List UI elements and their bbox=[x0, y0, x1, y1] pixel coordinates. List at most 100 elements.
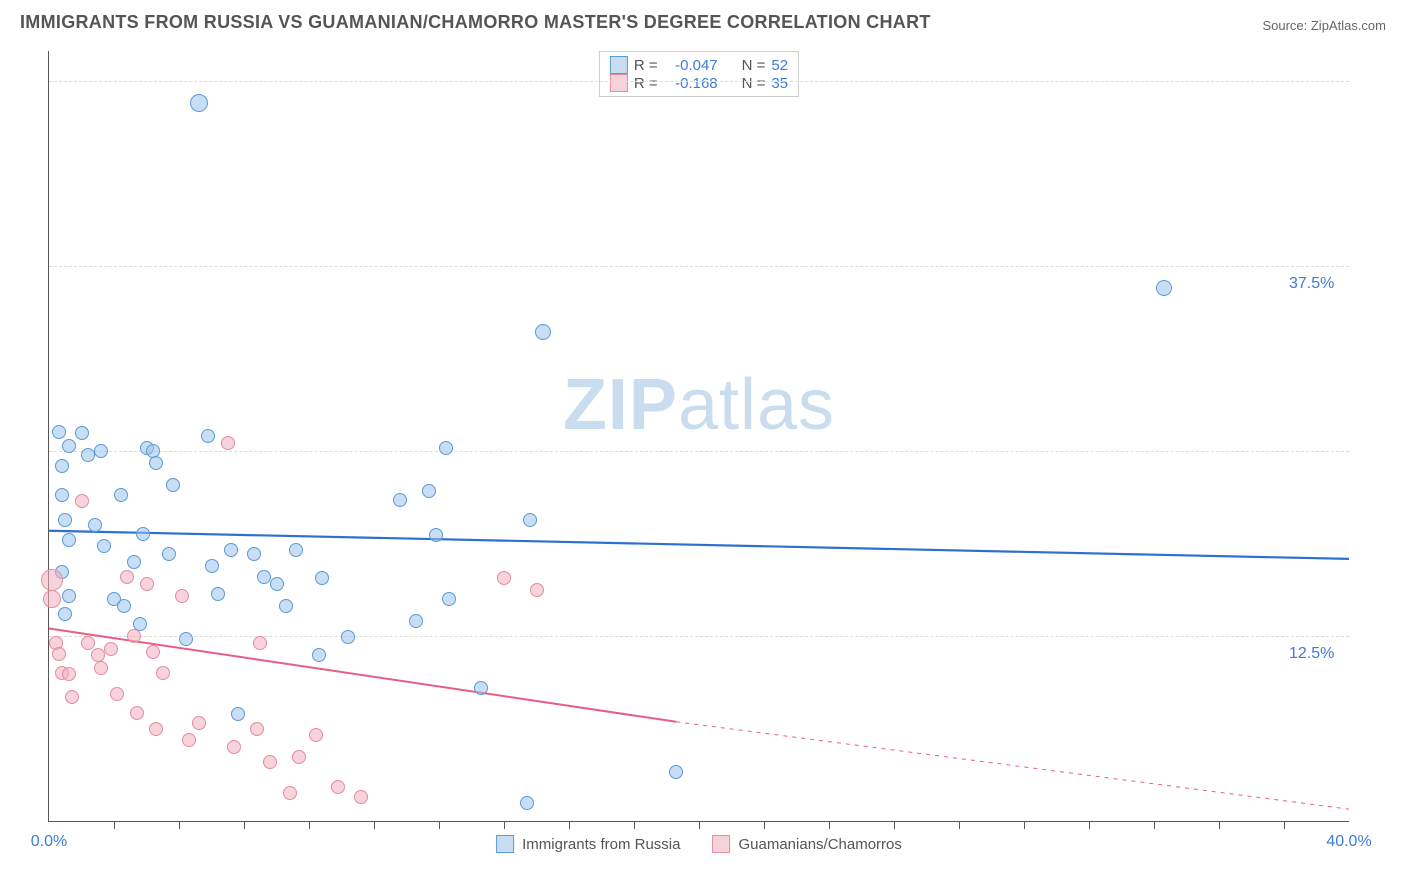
trend-lines bbox=[49, 51, 1349, 821]
source-prefix: Source: bbox=[1262, 18, 1310, 33]
data-point bbox=[149, 456, 163, 470]
data-point bbox=[97, 539, 111, 553]
x-minor-tick bbox=[114, 821, 115, 829]
data-point bbox=[58, 513, 72, 527]
data-point bbox=[393, 493, 407, 507]
n-label: N = bbox=[742, 75, 766, 92]
x-minor-tick bbox=[894, 821, 895, 829]
data-point bbox=[175, 589, 189, 603]
data-point bbox=[283, 786, 297, 800]
data-point bbox=[289, 543, 303, 557]
x-minor-tick bbox=[699, 821, 700, 829]
stats-row: R = -0.168 N = 35 bbox=[610, 74, 788, 92]
data-point bbox=[62, 439, 76, 453]
watermark: ZIPatlas bbox=[563, 364, 835, 446]
x-minor-tick bbox=[439, 821, 440, 829]
data-point bbox=[75, 426, 89, 440]
data-point bbox=[409, 614, 423, 628]
data-point bbox=[1156, 280, 1172, 296]
source-link[interactable]: ZipAtlas.com bbox=[1311, 18, 1386, 33]
data-point bbox=[279, 599, 293, 613]
stats-legend-box: R = -0.047 N = 52 R = -0.168 N = 35 bbox=[599, 51, 799, 97]
data-point bbox=[263, 755, 277, 769]
x-minor-tick bbox=[1024, 821, 1025, 829]
data-point bbox=[114, 488, 128, 502]
data-point bbox=[41, 569, 63, 591]
data-point bbox=[192, 716, 206, 730]
data-point bbox=[315, 571, 329, 585]
legend-item: Immigrants from Russia bbox=[496, 835, 680, 853]
x-minor-tick bbox=[1154, 821, 1155, 829]
n-value: 35 bbox=[771, 75, 788, 92]
r-label: R = bbox=[634, 57, 658, 74]
trend-line-solid bbox=[49, 531, 1349, 559]
data-point bbox=[331, 780, 345, 794]
data-point bbox=[162, 547, 176, 561]
data-point bbox=[130, 706, 144, 720]
data-point bbox=[535, 324, 551, 340]
data-point bbox=[55, 459, 69, 473]
data-point bbox=[201, 429, 215, 443]
x-minor-tick bbox=[829, 821, 830, 829]
chart-header: IMMIGRANTS FROM RUSSIA VS GUAMANIAN/CHAM… bbox=[0, 0, 1406, 41]
data-point bbox=[474, 681, 488, 695]
data-point bbox=[104, 642, 118, 656]
data-point bbox=[94, 661, 108, 675]
legend-swatch bbox=[496, 835, 514, 853]
data-point bbox=[58, 607, 72, 621]
data-point bbox=[62, 667, 76, 681]
x-minor-tick bbox=[309, 821, 310, 829]
legend-label: Immigrants from Russia bbox=[522, 836, 680, 853]
chart-source: Source: ZipAtlas.com bbox=[1262, 18, 1386, 33]
data-point bbox=[146, 645, 160, 659]
data-point bbox=[354, 790, 368, 804]
watermark-atlas: atlas bbox=[678, 365, 835, 445]
r-value: -0.047 bbox=[664, 57, 718, 74]
chart-title: IMMIGRANTS FROM RUSSIA VS GUAMANIAN/CHAM… bbox=[20, 12, 931, 33]
data-point bbox=[497, 571, 511, 585]
x-minor-tick bbox=[244, 821, 245, 829]
x-minor-tick bbox=[634, 821, 635, 829]
data-point bbox=[156, 666, 170, 680]
x-minor-tick bbox=[504, 821, 505, 829]
x-minor-tick bbox=[959, 821, 960, 829]
n-label: N = bbox=[742, 57, 766, 74]
data-point bbox=[270, 577, 284, 591]
x-minor-tick bbox=[569, 821, 570, 829]
data-point bbox=[55, 488, 69, 502]
trend-line-dashed bbox=[676, 722, 1349, 809]
data-point bbox=[88, 518, 102, 532]
data-point bbox=[669, 765, 683, 779]
data-point bbox=[224, 543, 238, 557]
data-point bbox=[140, 577, 154, 591]
data-point bbox=[110, 687, 124, 701]
data-point bbox=[179, 632, 193, 646]
data-point bbox=[247, 547, 261, 561]
legend-swatch bbox=[712, 835, 730, 853]
data-point bbox=[520, 796, 534, 810]
data-point bbox=[221, 436, 235, 450]
data-point bbox=[136, 527, 150, 541]
data-point bbox=[439, 441, 453, 455]
data-point bbox=[523, 513, 537, 527]
y-tick-label: 37.5% bbox=[1289, 275, 1334, 293]
r-value: -0.168 bbox=[664, 75, 718, 92]
legend-item: Guamanians/Chamorros bbox=[712, 835, 901, 853]
data-point bbox=[127, 629, 141, 643]
data-point bbox=[120, 570, 134, 584]
n-value: 52 bbox=[771, 57, 788, 74]
data-point bbox=[149, 722, 163, 736]
data-point bbox=[422, 484, 436, 498]
gridline bbox=[49, 451, 1349, 452]
data-point bbox=[62, 589, 76, 603]
r-label: R = bbox=[634, 75, 658, 92]
data-point bbox=[250, 722, 264, 736]
x-tick-label: 40.0% bbox=[1326, 833, 1371, 851]
x-minor-tick bbox=[374, 821, 375, 829]
data-point bbox=[81, 636, 95, 650]
data-point bbox=[166, 478, 180, 492]
data-point bbox=[81, 448, 95, 462]
data-point bbox=[75, 494, 89, 508]
y-tick-label: 12.5% bbox=[1289, 645, 1334, 663]
gridline bbox=[49, 636, 1349, 637]
